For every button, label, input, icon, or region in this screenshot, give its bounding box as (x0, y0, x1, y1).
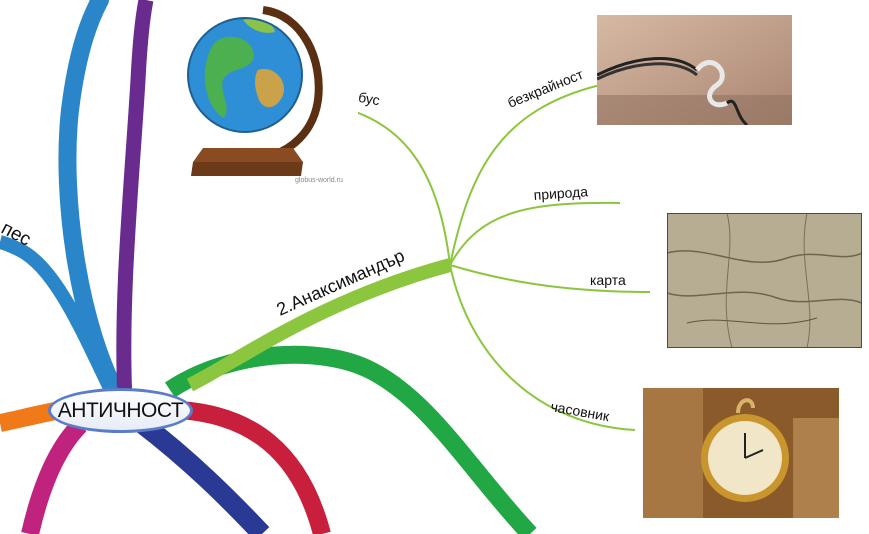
navy-branch[interactable] (133, 414, 270, 534)
sub-branch-bezkrainost[interactable] (449, 84, 601, 266)
blue-branch-left[interactable] (0, 235, 122, 402)
blue-branch-top[interactable] (58, 0, 129, 409)
purple-branch[interactable] (116, 0, 154, 401)
globe-watermark: globus-world.ru (295, 177, 343, 184)
pocket-watch-image (643, 388, 839, 518)
sub-branch-karta[interactable] (449, 264, 651, 293)
red-branch[interactable] (179, 401, 331, 534)
old-map-image (667, 213, 862, 348)
label-priroda: природа (533, 183, 589, 203)
sub-branch-chasovnik[interactable] (449, 264, 636, 431)
label-bezkrainost: безкрайност (505, 66, 586, 111)
anaximander-branch[interactable] (186, 258, 452, 392)
center-node[interactable]: АНТИЧНОСТ (48, 388, 193, 433)
magenta-branch[interactable] (21, 418, 87, 534)
label-karta: карта (590, 272, 626, 288)
sub-branch-priroda[interactable] (449, 201, 621, 266)
infinity-bracelet-image (597, 15, 792, 125)
globe-image: globus-world.ru (183, 0, 358, 185)
